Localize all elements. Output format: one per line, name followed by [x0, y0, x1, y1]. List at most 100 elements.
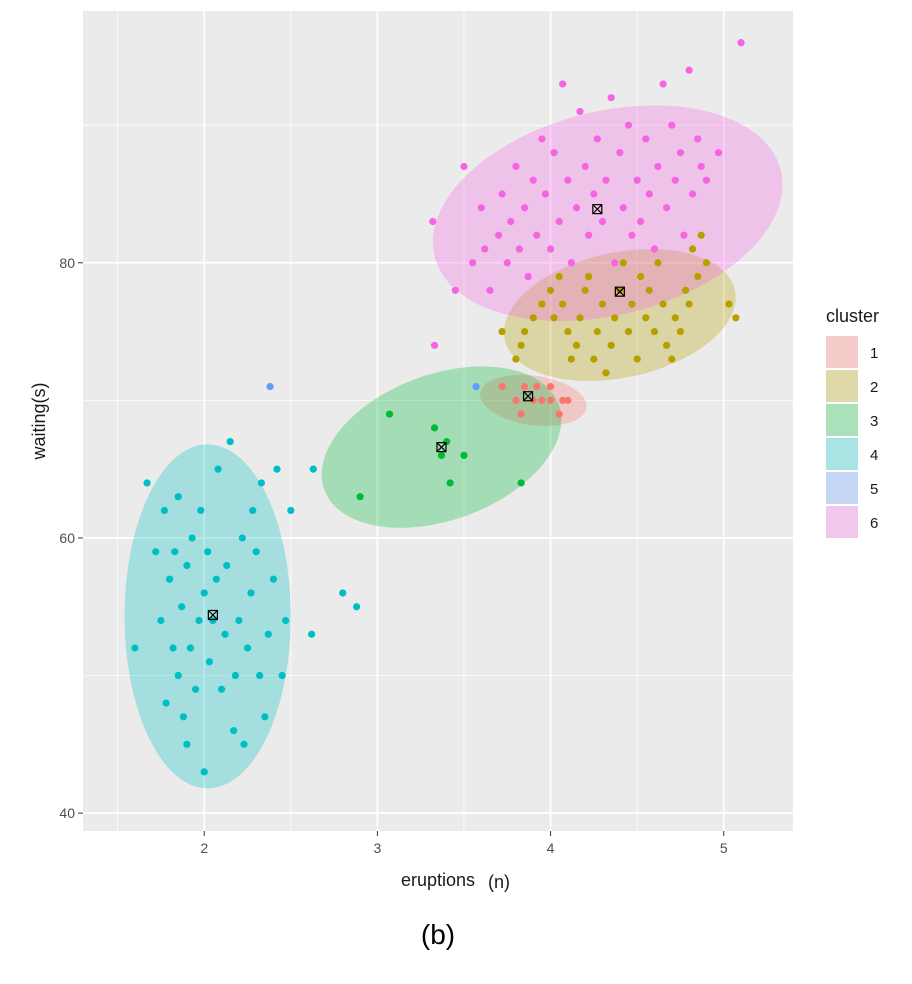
data-point-cluster-6: [611, 259, 619, 267]
data-point-cluster-6: [495, 231, 503, 239]
data-point-cluster-4: [269, 575, 278, 583]
data-point-cluster-2: [585, 272, 593, 281]
data-point-cluster-4: [307, 630, 316, 638]
data-point-cluster-2: [498, 327, 506, 336]
data-point-cluster-4: [214, 465, 222, 473]
data-point-cluster-4: [162, 699, 170, 707]
data-point-cluster-6: [654, 162, 662, 171]
data-point-cluster-2: [685, 300, 693, 308]
data-point-cluster-4: [221, 630, 229, 638]
data-point-cluster-3: [446, 479, 454, 487]
center-box: [207, 609, 218, 621]
data-point-cluster-1: [559, 396, 567, 404]
data-point-cluster-2: [619, 259, 627, 267]
data-point-cluster-4: [278, 671, 286, 680]
data-point-cluster-4: [247, 589, 255, 597]
data-point-cluster-6: [550, 149, 558, 157]
data-point-cluster-6: [520, 204, 529, 212]
data-point-cluster-1: [517, 410, 525, 418]
legend-key-bg: [826, 438, 858, 470]
data-point-cluster-4: [235, 616, 243, 625]
center-box: [614, 286, 625, 297]
x-axis-title-suffix: (n): [488, 872, 510, 892]
legend-key-bg: [826, 336, 858, 368]
legend-item-4: 4: [826, 438, 878, 470]
center-cross-b: [614, 286, 625, 297]
data-point-cluster-4: [252, 548, 260, 556]
data-point-cluster-2: [732, 314, 740, 322]
data-point-cluster-2: [659, 300, 667, 308]
data-point-cluster-4: [230, 726, 238, 735]
data-point-cluster-4: [217, 685, 226, 693]
data-point-cluster-4: [212, 575, 220, 583]
data-points: [131, 39, 745, 776]
data-point-cluster-6: [694, 135, 702, 143]
x-tick-label: 5: [720, 840, 728, 856]
legend-label: 3: [870, 413, 878, 430]
data-point-cluster-6: [645, 190, 653, 198]
data-point-cluster-2: [598, 300, 607, 308]
data-point-cluster-6: [524, 272, 532, 281]
center-box: [592, 204, 603, 215]
figure-caption: (b): [421, 919, 455, 950]
data-point-cluster-6: [593, 135, 601, 143]
legend-item-5: 5: [826, 472, 878, 504]
legend-key: [826, 506, 858, 538]
data-point-cluster-2: [637, 272, 645, 281]
x-tick-label: 2: [200, 840, 208, 856]
data-point-cluster-4: [157, 616, 165, 625]
data-point-cluster-6: [567, 259, 575, 267]
data-point-cluster-6: [676, 149, 685, 157]
data-point-cluster-4: [339, 589, 347, 597]
cluster-center-6: [592, 204, 603, 215]
data-point-cluster-6: [564, 176, 572, 184]
data-point-cluster-4: [261, 713, 269, 721]
center-cross-b: [207, 610, 218, 620]
data-point-cluster-4: [223, 561, 231, 570]
y-tick-label: 40: [59, 805, 75, 821]
data-point-cluster-4: [183, 561, 191, 570]
legend: cluster 1 2 3 4 5 6: [826, 306, 879, 538]
data-point-cluster-6: [533, 231, 541, 239]
data-point-cluster-4: [174, 493, 182, 501]
data-point-cluster-2: [702, 259, 711, 267]
data-point-cluster-4: [160, 506, 168, 515]
data-point-cluster-6: [598, 217, 607, 226]
data-point-cluster-6: [642, 135, 650, 143]
data-point-cluster-2: [564, 327, 572, 336]
data-point-cluster-6: [503, 259, 511, 267]
data-point-cluster-6: [602, 176, 610, 184]
data-point-cluster-2: [676, 327, 685, 336]
data-point-cluster-1: [529, 396, 537, 404]
data-point-cluster-1: [546, 396, 555, 404]
center-cross-b: [523, 391, 533, 402]
data-point-cluster-6: [697, 162, 705, 171]
data-point-cluster-4: [174, 671, 182, 680]
data-point-cluster-2: [538, 300, 546, 308]
cluster-ellipse-6: [432, 105, 783, 322]
data-point-cluster-6: [590, 190, 598, 198]
data-point-cluster-4: [200, 589, 208, 597]
data-point-cluster-3: [385, 410, 394, 418]
legend-label: 1: [870, 345, 878, 362]
data-point-cluster-6: [628, 231, 636, 239]
data-point-cluster-6: [559, 80, 567, 88]
data-point-cluster-6: [662, 204, 671, 212]
legend-item-1: 1: [826, 336, 878, 368]
data-point-cluster-6: [572, 204, 581, 212]
data-point-cluster-4: [209, 616, 217, 625]
center-cross-b: [592, 204, 603, 215]
data-point-cluster-1: [546, 383, 555, 391]
legend-items: 1 2 3 4 5 6: [826, 336, 878, 538]
data-point-cluster-6: [576, 107, 584, 116]
data-point-cluster-6: [714, 149, 723, 157]
cluster-ellipse-4: [124, 444, 291, 789]
data-point-cluster-6: [515, 245, 523, 253]
cluster-ellipse-2: [503, 249, 736, 382]
data-point-cluster-4: [256, 671, 264, 680]
data-point-cluster-4: [264, 630, 272, 638]
data-point-cluster-4: [353, 603, 361, 611]
data-point-cluster-2: [520, 327, 529, 336]
data-point-cluster-6: [668, 121, 676, 129]
